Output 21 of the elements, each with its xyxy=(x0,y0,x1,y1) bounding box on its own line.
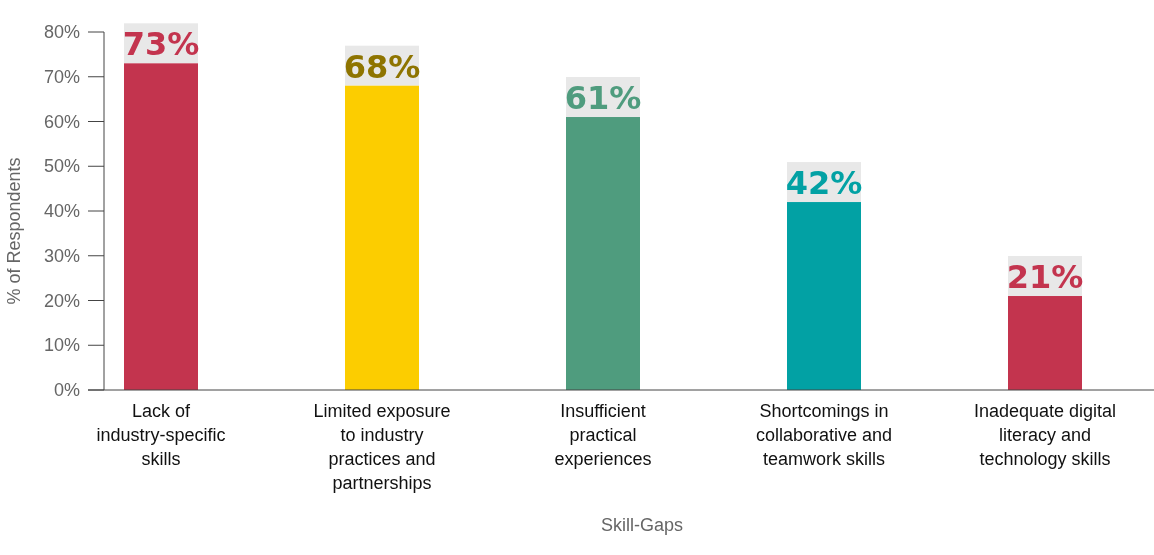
y-tick-label: 20% xyxy=(43,290,80,311)
x-tick-label: Inadequate digital literacy and technology skills xyxy=(973,401,1117,469)
bar xyxy=(566,117,640,390)
x-tick-label: Shortcomings in collaborative and teamwork skills xyxy=(755,401,893,469)
y-tick-label: 0% xyxy=(53,380,80,400)
y-tick-label: 60% xyxy=(43,111,80,132)
bar xyxy=(124,63,198,390)
y-tick-label: 40% xyxy=(43,201,80,221)
x-axis-title: Skill-Gaps xyxy=(600,515,684,535)
x-tick-label: Lack of industry-specific skills xyxy=(96,401,226,469)
y-tick-label: 50% xyxy=(43,156,80,177)
bar xyxy=(787,202,861,390)
x-tick-label: Insufficient practical experiences xyxy=(554,401,652,469)
bar xyxy=(1008,296,1082,390)
y-tick-label: 10% xyxy=(43,335,80,356)
bar xyxy=(345,85,419,390)
y-axis-title: % of Respondents xyxy=(4,157,24,305)
y-tick-label: 80% xyxy=(43,22,80,42)
y-tick-label: 30% xyxy=(43,245,80,266)
y-tick-label: 70% xyxy=(43,66,80,87)
x-tick-label: Limited exposure to industry practices and partnerships xyxy=(313,401,451,493)
